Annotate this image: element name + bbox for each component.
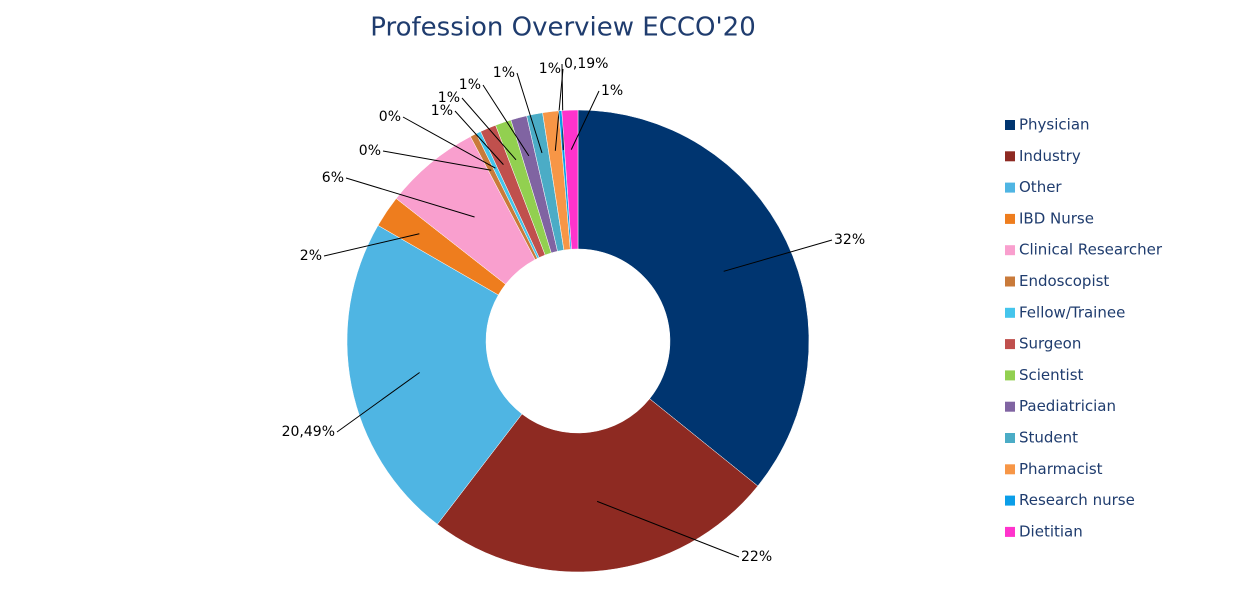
legend-label: Surgeon	[1019, 335, 1081, 353]
data-label: 0,19%	[564, 56, 608, 72]
legend-swatch	[1005, 213, 1015, 224]
leader-line	[382, 150, 492, 171]
legend-label: Industry	[1019, 147, 1081, 165]
legend-label: Paediatrician	[1019, 397, 1116, 415]
leader-line	[570, 90, 600, 150]
legend-swatch	[1005, 464, 1015, 475]
legend-swatch	[1005, 495, 1015, 506]
legend-label: Student	[1019, 429, 1078, 447]
data-label: 0%	[379, 109, 401, 125]
legend-swatch	[1005, 276, 1015, 287]
data-label: 22%	[741, 549, 772, 565]
leader-line	[336, 372, 420, 433]
leader-line	[402, 116, 496, 169]
legend-label: IBD Nurse	[1019, 209, 1094, 227]
legend-swatch	[1005, 120, 1015, 130]
leader-line	[461, 97, 517, 161]
legend-label: Fellow/Trainee	[1019, 303, 1125, 321]
legend-label: Clinical Researcher	[1019, 241, 1163, 259]
leader-line	[554, 68, 564, 151]
legend-swatch	[1005, 245, 1015, 256]
slice	[437, 398, 759, 573]
data-label: 20,49%	[282, 424, 335, 440]
data-label: 32%	[834, 232, 865, 248]
legend-swatch	[1005, 307, 1015, 318]
legend-label: Research nurse	[1019, 491, 1135, 509]
data-label: 0%	[359, 143, 381, 159]
data-label: 1%	[601, 83, 623, 99]
legend-swatch	[1005, 370, 1015, 381]
leader-line	[561, 63, 564, 151]
data-label: 1%	[539, 61, 561, 77]
leader-line	[482, 84, 530, 157]
legend-label: Endoscopist	[1019, 272, 1109, 290]
data-label: 6%	[322, 170, 344, 186]
legend-swatch	[1005, 401, 1015, 412]
data-label: 2%	[300, 248, 322, 264]
leader-line	[345, 177, 475, 218]
leader-line	[723, 239, 833, 272]
slice	[577, 109, 810, 487]
leader-line	[323, 233, 420, 257]
data-label: 1%	[493, 65, 515, 81]
legend-swatch	[1005, 151, 1015, 162]
legend-swatch	[1005, 339, 1015, 350]
slice	[346, 225, 523, 525]
legend-swatch	[1005, 526, 1015, 537]
legend-swatch	[1005, 433, 1015, 443]
legend-label: Dietitian	[1019, 522, 1083, 540]
legend-label: Pharmacist	[1019, 460, 1103, 478]
legend-label: Scientist	[1019, 366, 1084, 384]
legend-swatch	[1005, 182, 1015, 193]
leader-line	[516, 72, 543, 154]
leader-line	[454, 110, 504, 165]
data-label: 1%	[431, 103, 453, 119]
legend-label: Physician	[1019, 116, 1090, 134]
data-label: 1%	[459, 77, 481, 93]
leader-line	[596, 500, 740, 558]
legend-label: Other	[1019, 178, 1062, 196]
chart-title: Profession Overview ECCO'20	[370, 13, 755, 43]
data-label: 1%	[438, 90, 460, 106]
